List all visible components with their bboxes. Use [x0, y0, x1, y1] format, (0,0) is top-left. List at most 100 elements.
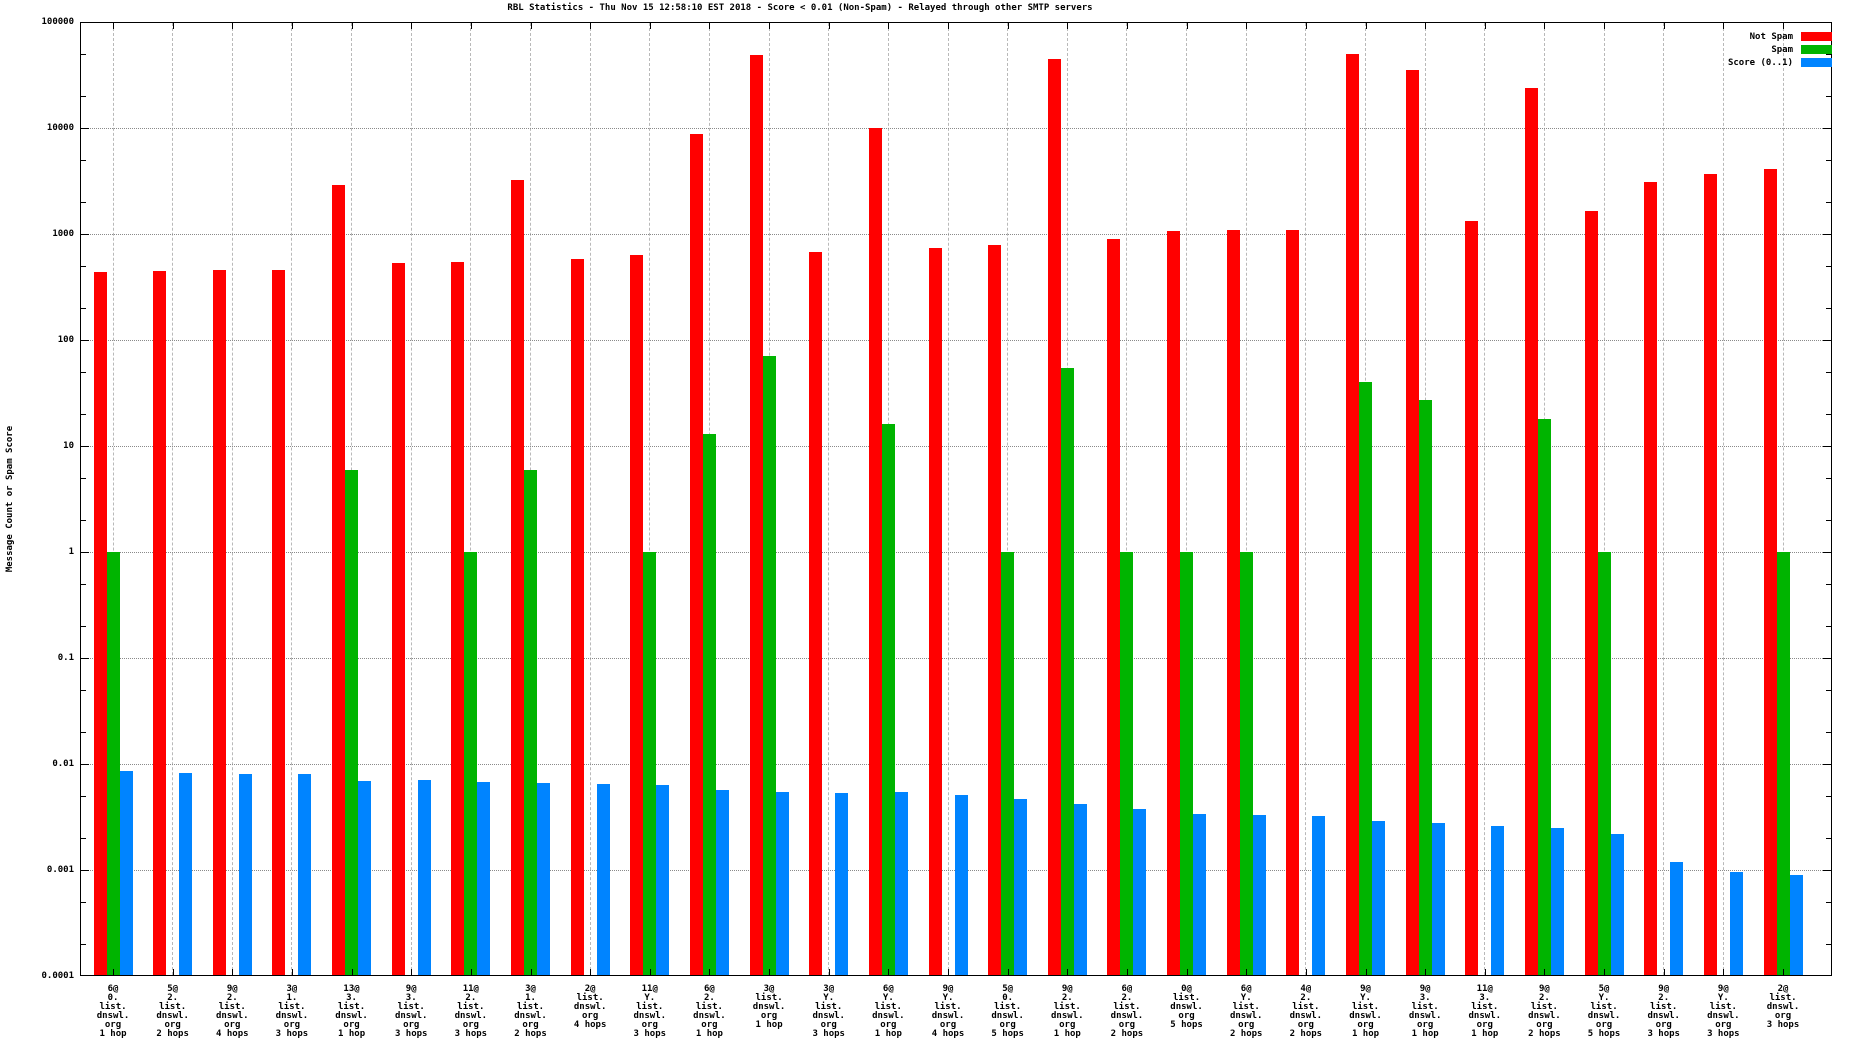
bar-not-spam: [212, 269, 226, 976]
bar-spam: [1060, 367, 1074, 976]
y-minor-tick-mark: [1826, 944, 1831, 946]
x-category-label: 11@ Y. list. dnswl. org 3 hops: [633, 984, 667, 1039]
x-category-label: 3@ Y. list. dnswl. org 3 hops: [812, 984, 845, 1039]
x-category-label: 5@ Y. list. dnswl. org 5 hops: [1587, 984, 1621, 1039]
bar-score-0-1: [1789, 874, 1803, 976]
bar-score-0-1: [1491, 826, 1505, 976]
legend-label-spam: Spam: [1771, 44, 1793, 55]
bar-score-0-1: [1073, 803, 1087, 976]
x-tick-mark: [888, 969, 890, 975]
bar-spam: [464, 552, 478, 976]
bar-not-spam: [570, 259, 584, 976]
x-grid-line: [1484, 23, 1486, 975]
y-minor-tick-mark: [81, 520, 86, 522]
bar-not-spam: [928, 248, 942, 976]
y-minor-tick-mark: [81, 53, 86, 55]
legend-swatch-spam: [1801, 45, 1832, 54]
x-category-label: 0@ list. dnswl. org 5 hops: [1170, 984, 1203, 1030]
y-tick-mark: [1823, 340, 1831, 341]
bar-not-spam: [1703, 173, 1717, 976]
x-category-label: 9@ 2. list. dnswl. org 1 hop: [1051, 984, 1084, 1039]
y-tick-mark: [81, 764, 89, 765]
bar-spam: [1359, 382, 1372, 976]
x-tick-mark: [172, 969, 174, 975]
y-minor-tick-mark: [1826, 53, 1831, 55]
y-grid-line: [81, 446, 1831, 447]
x-category-label: 11@ 3. list. dnswl. org 1 hop: [1468, 984, 1502, 1039]
legend-entry-spam: Spam: [1728, 43, 1832, 56]
bar-spam: [881, 424, 895, 976]
x-tick-mark: [1305, 969, 1307, 975]
y-grid-line: [81, 552, 1831, 553]
bar-score-0-1: [1133, 808, 1147, 976]
y-tick-mark: [81, 870, 89, 871]
bar-spam: [643, 552, 657, 976]
bar-not-spam: [1763, 169, 1777, 976]
x-tick-mark: [1126, 969, 1128, 975]
bar-score-0-1: [1431, 822, 1445, 976]
y-minor-tick-mark: [1826, 689, 1831, 691]
x-grid-line: [1782, 23, 1784, 975]
bar-spam: [762, 356, 776, 976]
y-tick-label: 10000: [46, 123, 74, 133]
x-category-label: 3@ list. dnswl. org 1 hop: [752, 984, 786, 1030]
x-grid-line: [1007, 23, 1009, 975]
x-tick-mark: [1186, 23, 1188, 29]
y-tick-mark: [81, 658, 89, 659]
bar-not-spam: [1405, 70, 1419, 976]
x-category-label: 6@ 2. list. dnswl. org 1 hop: [693, 984, 726, 1039]
y-minor-tick-mark: [81, 732, 86, 734]
y-tick-label: 0.1: [57, 653, 74, 663]
bar-not-spam: [451, 261, 465, 976]
x-tick-mark: [351, 969, 353, 975]
x-tick-mark: [769, 23, 771, 29]
x-tick-mark: [769, 969, 771, 975]
legend-swatch-not-spam: [1801, 32, 1832, 41]
x-category-label: 9@ Y. list. dnswl. org 4 hops: [931, 984, 965, 1039]
y-minor-tick-mark: [81, 265, 86, 267]
x-tick-mark: [709, 969, 711, 975]
x-tick-mark: [1246, 23, 1248, 29]
x-tick-mark: [1484, 969, 1486, 975]
bar-not-spam: [749, 54, 763, 976]
x-tick-mark: [948, 969, 949, 975]
chart-title: RBL Statistics - Thu Nov 15 12:58:10 EST…: [507, 3, 1093, 13]
x-grid-line: [589, 23, 591, 975]
x-tick-mark: [172, 23, 174, 29]
x-tick-mark: [1663, 23, 1665, 29]
y-minor-tick-mark: [81, 795, 86, 797]
bar-not-spam: [1465, 220, 1479, 976]
x-tick-mark: [1663, 969, 1665, 975]
y-tick-label: 0.0001: [41, 971, 74, 981]
bar-score-0-1: [1610, 833, 1624, 976]
y-tick-mark: [81, 446, 89, 447]
x-category-label: 6@ Y. list. dnswl. org 2 hops: [1229, 984, 1263, 1039]
legend-label-score: Score (0..1): [1727, 57, 1793, 68]
y-minor-tick-mark: [81, 583, 86, 585]
x-grid-line: [947, 23, 949, 975]
y-tick-label: 100000: [41, 17, 74, 27]
legend-swatch-score: [1801, 58, 1832, 67]
y-tick-label: 1000: [52, 229, 74, 239]
legend-label-not-spam: Not Spam: [1749, 31, 1793, 42]
legend-entry-score: Score (0..1): [1728, 56, 1832, 69]
bar-spam: [1776, 552, 1790, 976]
x-category-label: 3@ 1. list. dnswl. org 3 hops: [275, 984, 309, 1039]
bar-not-spam: [630, 254, 644, 976]
bar-score-0-1: [596, 783, 610, 976]
bar-not-spam: [1524, 87, 1538, 976]
x-tick-mark: [1305, 23, 1307, 29]
x-tick-mark: [1604, 23, 1606, 29]
y-minor-tick-mark: [81, 371, 86, 373]
x-tick-mark: [351, 23, 353, 29]
bar-score-0-1: [417, 780, 431, 976]
y-minor-tick-mark: [1826, 414, 1831, 416]
bar-not-spam: [1644, 181, 1658, 976]
bar-score-0-1: [358, 781, 372, 976]
y-minor-tick-mark: [1826, 838, 1831, 840]
y-tick-mark: [81, 552, 89, 553]
x-grid-line: [1722, 23, 1724, 975]
x-tick-mark: [1544, 969, 1546, 975]
x-tick-mark: [828, 23, 830, 29]
bar-score-0-1: [1550, 827, 1564, 976]
